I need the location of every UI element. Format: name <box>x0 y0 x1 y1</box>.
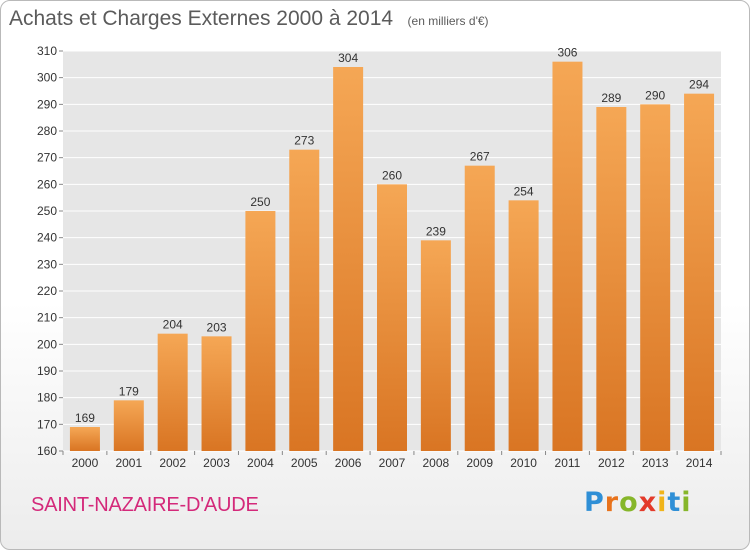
logo-letter: i <box>657 487 668 518</box>
y-tick-label: 240 <box>37 231 57 245</box>
logo-letter: i <box>681 487 692 518</box>
x-tick-label: 2004 <box>247 456 274 470</box>
x-tick-label: 2000 <box>72 456 99 470</box>
bar-chart: 160 170 180 190 200 210 220 230 240 250 260 270 280 2… <box>37 44 722 470</box>
data-label-2014: 294 <box>689 78 709 92</box>
data-label-2009: 267 <box>470 150 490 164</box>
data-label-2002: 204 <box>163 318 183 332</box>
data-label-2012: 289 <box>601 91 621 105</box>
bar-2001 <box>113 400 144 451</box>
bar-2013 <box>640 104 671 451</box>
y-tick-label: 170 <box>37 417 57 431</box>
x-tick-label: 2005 <box>291 456 318 470</box>
x-axis: 2000 2001 2002 2003 2004 2005 2006 2007 2008 2009… <box>62 451 722 470</box>
data-label-2005: 273 <box>294 134 314 148</box>
commune-name: SAINT-NAZAIRE-D'AUDE <box>31 494 259 516</box>
bar-2008 <box>420 240 451 451</box>
proxiti-logo: Proxiti <box>584 487 692 518</box>
bar-2007 <box>377 184 407 452</box>
x-tick-label: 2006 <box>335 456 362 470</box>
y-axis: 160 170 180 190 200 210 220 230 240 250 260 270 280 2… <box>37 44 63 458</box>
y-tick-label: 280 <box>37 124 57 138</box>
bar-2000 <box>69 427 100 451</box>
y-tick-label: 300 <box>37 71 57 85</box>
bar-2002 <box>157 333 188 451</box>
data-label-2013: 290 <box>645 88 665 102</box>
y-tick-label: 270 <box>37 151 57 165</box>
bar-2014 <box>684 93 715 452</box>
y-tick-label: 250 <box>37 204 57 218</box>
y-tick-label: 210 <box>37 311 57 325</box>
data-label-2008: 239 <box>426 224 446 238</box>
x-tick-label: 2001 <box>115 456 142 470</box>
y-tick-label: 260 <box>37 177 57 191</box>
data-label-2011: 306 <box>557 46 577 60</box>
data-label-2006: 304 <box>338 51 358 65</box>
data-label-2007: 260 <box>382 168 402 182</box>
y-tick-label: 220 <box>37 284 57 298</box>
data-label-2010: 254 <box>514 184 534 198</box>
y-tick-label: 200 <box>37 337 57 351</box>
chart-unit-text: (en milliers d'€) <box>407 14 489 28</box>
x-tick-label: 2011 <box>555 456 581 470</box>
logo-letter: o <box>619 487 639 518</box>
x-tick-label: 2010 <box>510 456 537 470</box>
logo-letter: x <box>638 487 658 518</box>
bar-2004 <box>245 211 276 451</box>
data-label-2004: 250 <box>250 195 270 209</box>
y-tick-label: 290 <box>37 97 57 111</box>
x-tick-label: 2014 <box>686 456 713 470</box>
bar-2005 <box>289 149 320 451</box>
logo-letter: r <box>604 487 620 518</box>
bar-2009 <box>464 165 495 451</box>
y-tick-label: 230 <box>37 257 57 271</box>
y-tick-label: 180 <box>37 391 57 405</box>
chart-title: Achats et Charges Externes 2000 à 2014 (… <box>9 7 489 31</box>
logo-letter: t <box>667 487 682 518</box>
logo-letter: P <box>584 487 605 518</box>
data-label-2000: 169 <box>75 411 95 425</box>
x-tick-label: 2013 <box>642 456 669 470</box>
chart-title-text: Achats et Charges Externes 2000 à 2014 <box>9 7 394 30</box>
x-tick-label: 2009 <box>466 456 493 470</box>
x-tick-label: 2008 <box>423 456 450 470</box>
data-label-2001: 179 <box>119 384 139 398</box>
y-tick-label: 310 <box>37 44 57 58</box>
bar-2003 <box>201 336 232 451</box>
bar-2006 <box>333 67 364 451</box>
x-tick-label: 2003 <box>203 456 230 470</box>
bars: 169 179 204 203 250 273 304 260 239 267 254 306 289 2… <box>69 46 715 452</box>
y-tick-label: 160 <box>37 444 57 458</box>
x-tick-label: 2012 <box>598 456 625 470</box>
bar-2011 <box>552 61 583 452</box>
data-label-2003: 203 <box>207 320 227 334</box>
x-tick-label: 2002 <box>159 456 186 470</box>
bar-2012 <box>596 107 627 451</box>
x-tick-label: 2007 <box>379 456 406 470</box>
y-tick-label: 190 <box>37 364 57 378</box>
bar-2010 <box>508 200 539 451</box>
